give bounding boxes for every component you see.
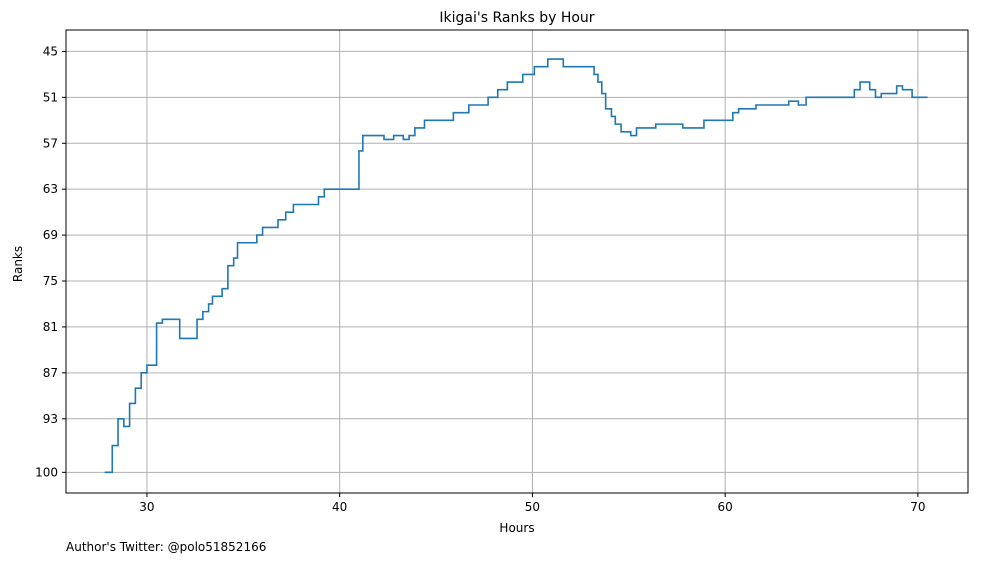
y-tick-label-5: 75 [43, 274, 58, 288]
x-tick-label-0: 30 [139, 500, 154, 514]
series-layer [104, 58, 928, 474]
y-axis-label: Ranks [11, 246, 25, 282]
x-tick-label-2: 50 [525, 500, 540, 514]
axes: 30 40 50 60 70 45 51 57 63 69 75 81 87 93 100 [35, 29, 969, 514]
author-credit: Author's Twitter: @polo51852166 [66, 540, 266, 554]
y-tick-label-7: 87 [43, 366, 58, 380]
y-tick-label-1: 51 [43, 90, 58, 104]
y-tick-label-8: 93 [43, 412, 58, 426]
chart-title: Ikigai's Ranks by Hour [439, 10, 594, 26]
rank-series-line-0 [104, 58, 928, 474]
x-tick-label-4: 70 [910, 500, 925, 514]
x-tick-label-3: 60 [718, 500, 733, 514]
y-tick-label-0: 45 [43, 44, 58, 58]
grid [66, 30, 968, 493]
x-axis-label: Hours [499, 521, 534, 535]
x-tick-label-1: 40 [332, 500, 347, 514]
plot-frame [65, 29, 969, 494]
y-tick-label-4: 69 [43, 228, 58, 242]
y-tick-label-3: 63 [43, 182, 58, 196]
y-tick-label-2: 57 [43, 136, 58, 150]
y-tick-label-9: 100 [35, 465, 58, 479]
y-tick-label-6: 81 [43, 320, 58, 334]
